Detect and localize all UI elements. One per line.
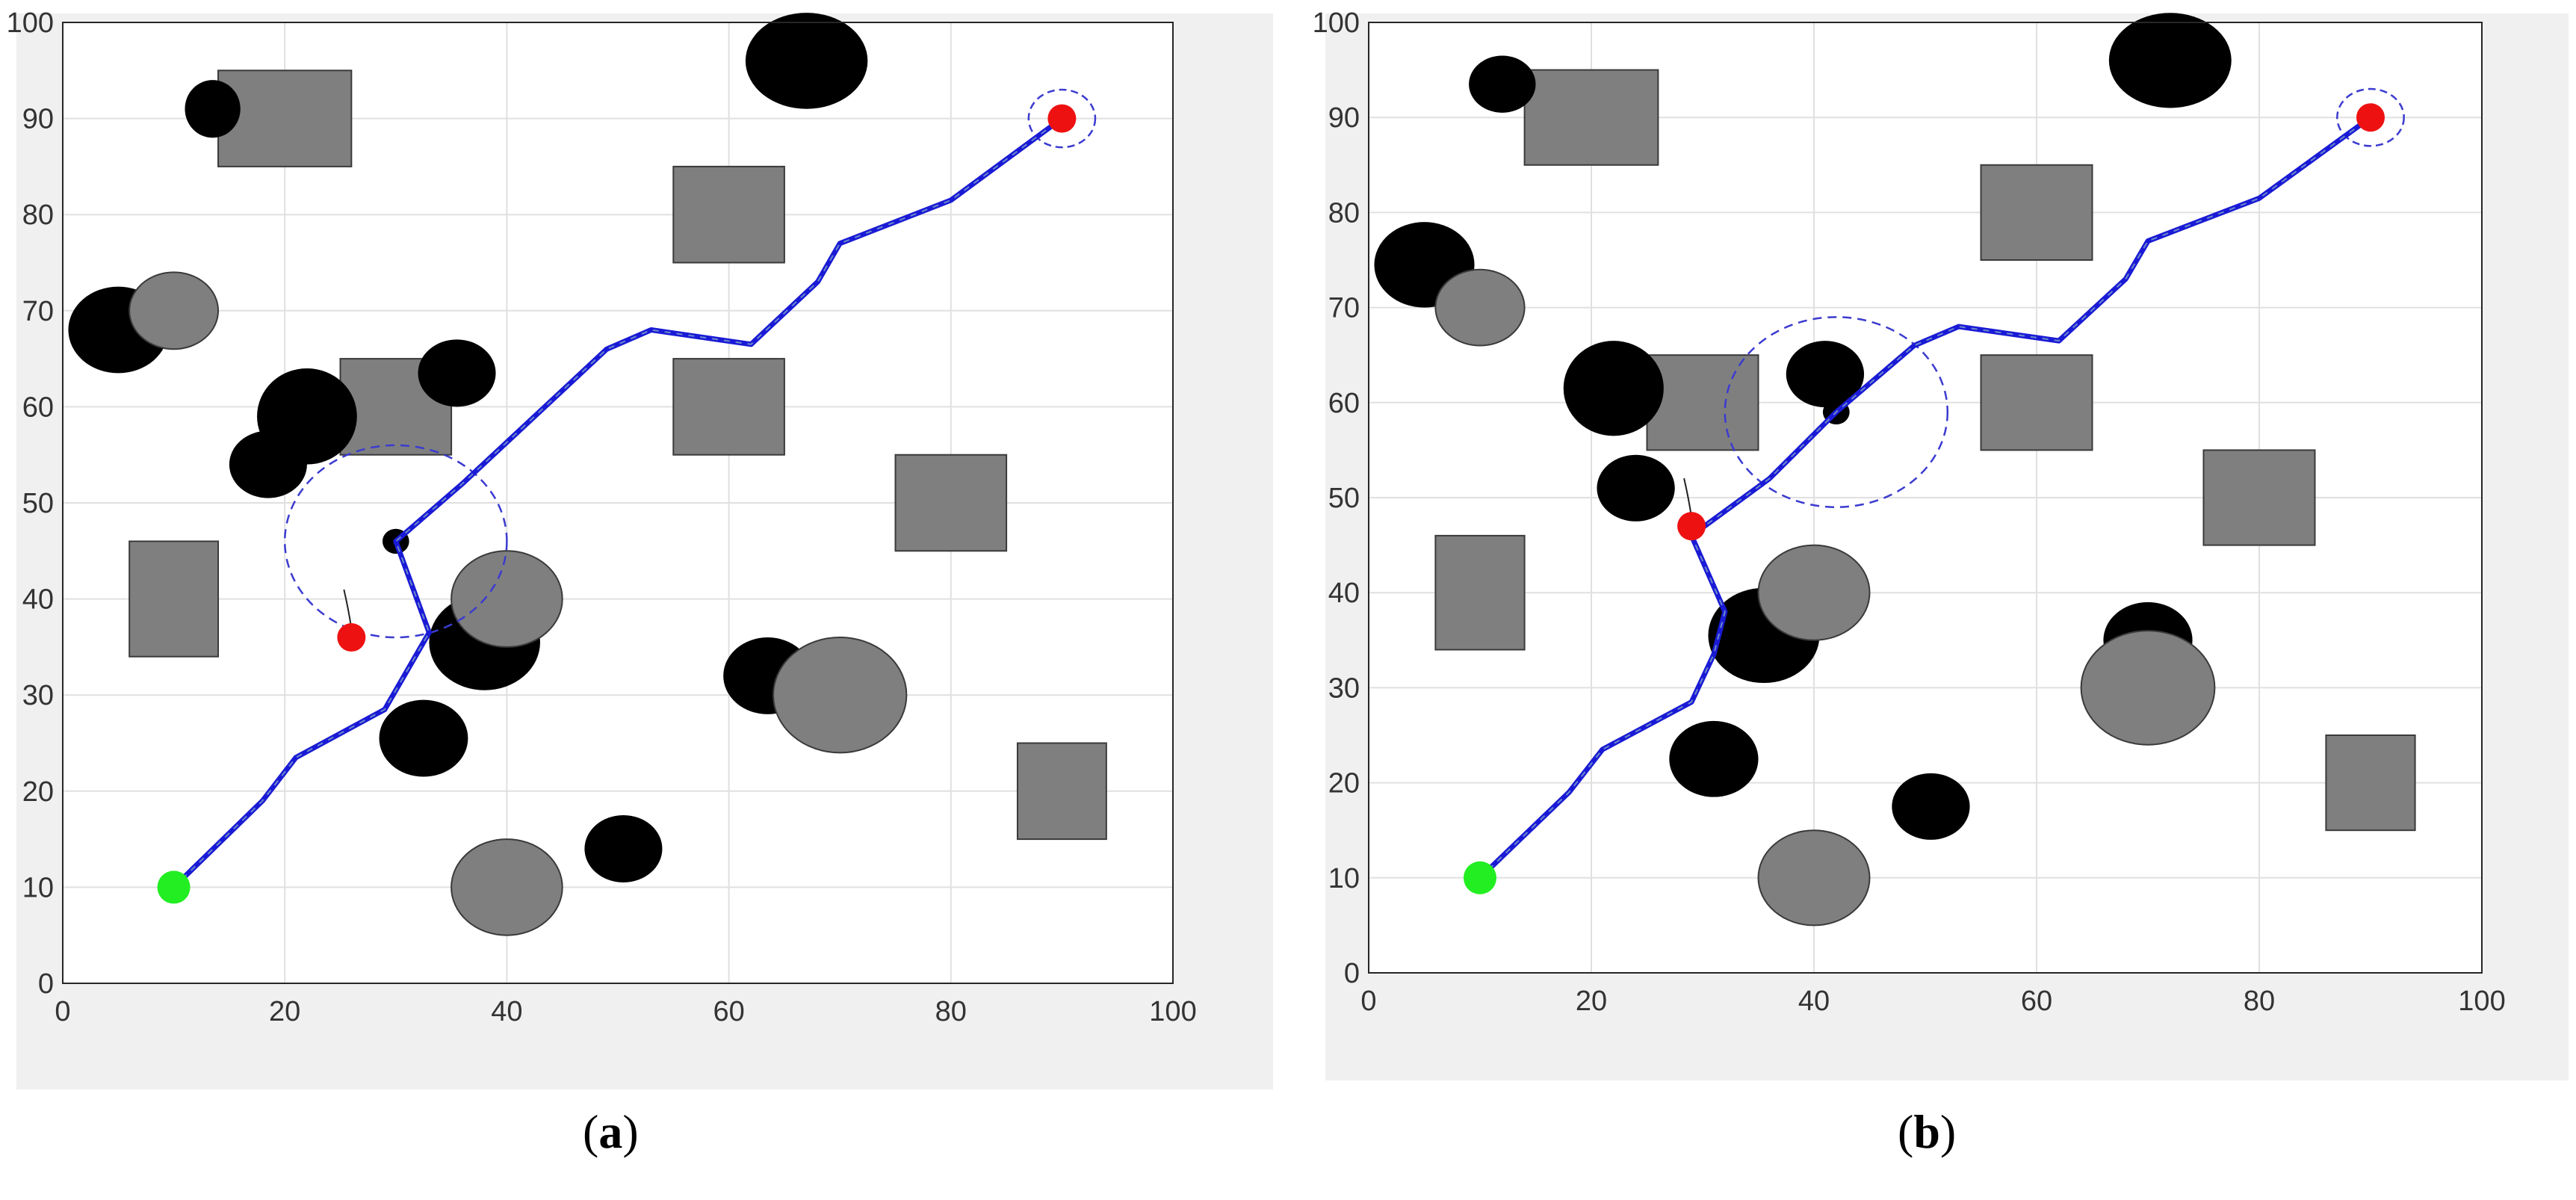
static-obstacle-rect	[1434, 534, 1526, 651]
caption-panel-b: (b)	[1898, 1105, 1957, 1158]
x-tick-label: 80	[2244, 986, 2275, 1017]
dynamic-obstacle-ellipse	[2108, 13, 2232, 108]
dynamic-obstacle-ellipse	[1892, 773, 1970, 840]
dynamic-obstacle-ellipse	[379, 699, 468, 777]
dynamic-obstacle-ellipse	[745, 13, 868, 109]
y-tick-label: 40	[22, 584, 54, 616]
x-tick-label: 0	[55, 996, 70, 1027]
y-tick-label: 10	[1328, 863, 1360, 894]
static-obstacle-rect	[1980, 164, 2093, 261]
static-obstacle-rect	[1646, 354, 1759, 451]
x-tick-label: 100	[1149, 996, 1196, 1027]
y-tick-label: 100	[7, 7, 54, 39]
sensing-range-circle	[1724, 316, 1949, 508]
y-tick-label: 20	[22, 776, 54, 808]
x-tick-label: 20	[1576, 986, 1607, 1017]
static-obstacle-ellipse	[1757, 829, 1871, 927]
y-tick-label: 70	[22, 296, 54, 327]
chart-panel-a: 0 20 40 60 80 100 0 10 20 30 40 50 60 70 80 90 100	[7, 7, 1197, 1027]
dynamic-obstacle-ellipse	[229, 430, 307, 498]
static-obstacle-rect	[894, 454, 1008, 552]
y-tick-label: 50	[22, 488, 54, 519]
y-tick-label: 10	[22, 872, 54, 903]
robot-path-overlay	[1479, 117, 2371, 879]
caption-panel-a: (a)	[583, 1105, 639, 1158]
static-obstacle-ellipse	[2080, 630, 2216, 746]
y-tick-label: 90	[1328, 102, 1360, 134]
y-tick-label: 80	[22, 200, 54, 231]
x-tick-label: 100	[2458, 986, 2505, 1017]
static-obstacle-ellipse	[1757, 544, 1871, 641]
static-obstacle-rect	[1523, 69, 1659, 166]
static-obstacle-ellipse	[451, 550, 563, 648]
static-obstacle-ellipse	[451, 838, 563, 936]
static-obstacle-ellipse	[1434, 268, 1526, 347]
x-tick-label: 0	[1360, 986, 1376, 1017]
y-tick-label: 90	[22, 104, 54, 135]
y-tick-label: 50	[1328, 483, 1360, 514]
y-tick-label: 70	[1328, 293, 1360, 324]
caption-letter-a: a	[598, 1105, 623, 1158]
dynamic-obstacle-ellipse	[1563, 341, 1664, 436]
dynamic-obstacle-ellipse	[185, 80, 241, 138]
static-obstacle-rect	[2202, 449, 2316, 546]
static-obstacle-rect	[2325, 734, 2416, 832]
static-obstacle-rect	[1980, 354, 2093, 451]
y-tick-label: 0	[38, 968, 54, 1000]
axes-box	[62, 22, 1174, 984]
axes-box	[1368, 22, 2483, 974]
dynamic-obstacle-ellipse	[584, 814, 663, 882]
goal-marker	[2356, 103, 2385, 132]
x-tick-label: 60	[713, 996, 744, 1027]
y-tick-label: 60	[22, 392, 54, 423]
sensing-range-circle	[283, 444, 508, 639]
x-tick-label: 20	[269, 996, 300, 1027]
y-tick-label: 30	[1328, 672, 1360, 704]
x-tick-label: 60	[2021, 986, 2052, 1017]
chart-panel-b: 0 20 40 60 80 100 0 10 20 30 40 50 60 70 80 90 100	[1313, 7, 2506, 1017]
x-tick-label: 40	[1798, 986, 1830, 1017]
dynamic-obstacle-ellipse	[1597, 454, 1675, 522]
y-tick-label: 40	[1328, 578, 1360, 609]
static-obstacle-ellipse	[773, 637, 908, 754]
dynamic-obstacle-ellipse	[1469, 55, 1536, 113]
y-tick-label: 100	[1313, 7, 1360, 39]
goal-range-circle	[1027, 88, 1097, 149]
y-tick-label: 0	[1344, 958, 1360, 989]
y-tick-label: 30	[22, 680, 54, 711]
y-tick-label: 20	[1328, 768, 1360, 800]
caption-letter-b: b	[1913, 1105, 1940, 1158]
static-obstacle-rect	[672, 165, 785, 264]
x-tick-label: 40	[491, 996, 522, 1027]
robot-path-overlay	[173, 117, 1062, 888]
goal-marker	[1047, 104, 1077, 133]
dynamic-obstacle-ellipse	[1669, 720, 1759, 797]
static-obstacle-rect	[1016, 742, 1107, 841]
static-obstacle-ellipse	[129, 271, 220, 350]
start-marker	[1464, 861, 1496, 894]
goal-range-circle	[2336, 87, 2405, 147]
static-obstacle-rect	[217, 69, 353, 167]
static-obstacle-rect	[129, 540, 220, 658]
dynamic-obstacle-ellipse	[418, 339, 496, 407]
x-tick-label: 80	[935, 996, 967, 1027]
obstacle-marker	[1677, 512, 1706, 541]
start-marker	[157, 870, 191, 904]
dynamic-obstacle-ellipse	[1786, 341, 1865, 408]
y-tick-label: 80	[1328, 197, 1360, 229]
obstacle-marker	[337, 623, 366, 652]
y-tick-label: 60	[1328, 388, 1360, 419]
static-obstacle-rect	[672, 358, 785, 456]
